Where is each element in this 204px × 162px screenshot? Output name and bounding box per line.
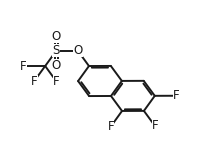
Text: F: F: [108, 120, 114, 133]
Text: S: S: [52, 45, 60, 58]
Text: F: F: [152, 119, 158, 132]
Text: F: F: [53, 75, 59, 87]
Text: F: F: [31, 75, 38, 87]
Text: F: F: [173, 89, 180, 102]
Text: F: F: [20, 59, 27, 73]
Text: O: O: [51, 30, 61, 43]
Text: O: O: [51, 59, 61, 72]
Text: O: O: [73, 45, 83, 58]
